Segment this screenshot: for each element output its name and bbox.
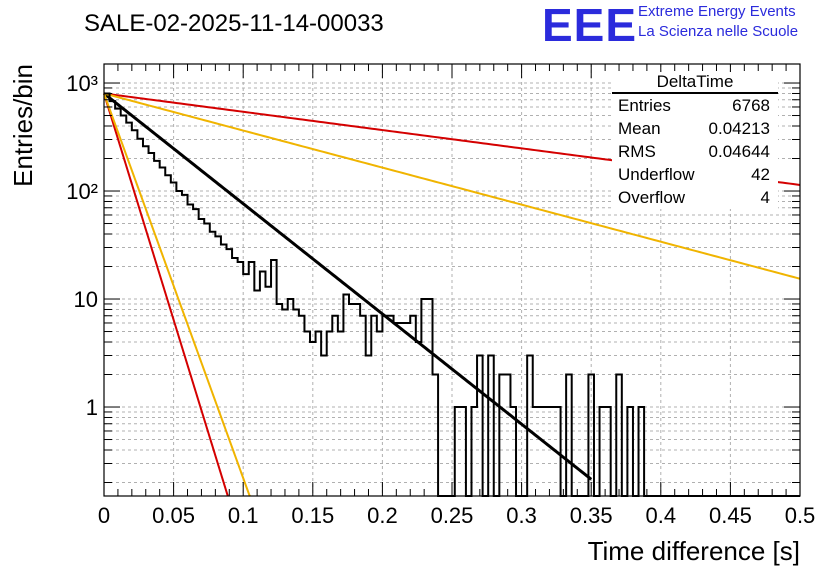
logo-subtitle-1: Extreme Energy Events — [638, 3, 796, 20]
x-tick-label: 0.3 — [506, 503, 537, 528]
stats-value: 6768 — [732, 96, 770, 115]
x-tick-label: 0.4 — [646, 503, 677, 528]
stats-row-overflow: Overflow 4 — [612, 186, 778, 209]
axis-ticks — [103, 64, 801, 496]
curve-reference-rate-2-upper- — [103, 92, 801, 280]
x-axis-title: Time difference [s] — [588, 536, 800, 566]
stats-label: RMS — [618, 142, 656, 161]
stats-value: 0.04213 — [708, 119, 770, 138]
y-tick-label: 10³ — [66, 71, 98, 96]
y-tick-label: 10² — [66, 179, 98, 204]
x-tick-label: 0.5 — [785, 503, 816, 528]
y-tick-label: 10 — [74, 287, 98, 312]
y-axis-title: Entries/bin — [8, 64, 38, 187]
curve-reference-rate-1-lower- — [103, 93, 229, 497]
curve-exponential-fit — [103, 92, 593, 481]
stats-label: Overflow — [618, 188, 686, 207]
stats-row-entries: Entries 6768 — [612, 94, 778, 117]
stats-row-mean: Mean 0.04213 — [612, 117, 778, 140]
histogram-outline — [104, 92, 800, 497]
x-tick-label: 0.35 — [570, 503, 613, 528]
axis-labels: 0 0.05 0.1 0.15 0.2 0.25 0.3 0.35 0.4 0.45 0.5 1 10 1… — [8, 64, 815, 566]
x-tick-label: 0.25 — [431, 503, 474, 528]
y-tick-label: 1 — [86, 395, 98, 420]
x-tick-label: 0.15 — [291, 503, 334, 528]
stats-label: Mean — [618, 119, 661, 138]
stats-box: DeltaTime Entries 6768 Mean 0.04213 RMS … — [612, 72, 778, 209]
stats-row-underflow: Underflow 42 — [612, 163, 778, 186]
eee-logo: EEE — [542, 0, 638, 51]
stats-label: Entries — [618, 96, 671, 115]
stats-label: Underflow — [618, 165, 695, 184]
stats-row-rms: RMS 0.04644 — [612, 140, 778, 163]
stats-value: 0.04644 — [708, 142, 770, 161]
x-tick-label: 0 — [98, 503, 110, 528]
x-tick-label: 0.2 — [367, 503, 398, 528]
curve-reference-rate-2-lower- — [103, 93, 251, 497]
x-tick-label: 0.1 — [228, 503, 259, 528]
chart-title: SALE-02-2025-11-14-00033 — [84, 10, 384, 37]
stats-title: DeltaTime — [612, 72, 778, 94]
x-tick-label: 0.05 — [152, 503, 195, 528]
logo-subtitle-2: La Scienza nelle Scuole — [638, 23, 799, 40]
stats-value: 4 — [760, 188, 770, 207]
histogram — [104, 92, 800, 497]
x-tick-label: 0.45 — [709, 503, 752, 528]
stats-value: 42 — [751, 165, 770, 184]
